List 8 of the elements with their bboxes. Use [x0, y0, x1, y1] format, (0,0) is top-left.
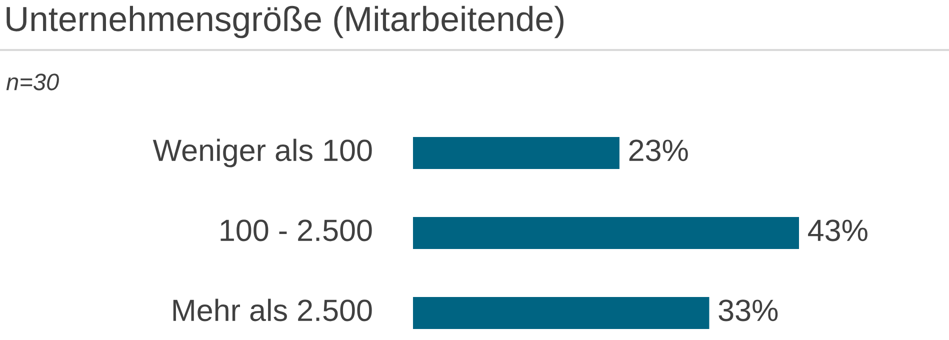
y-tick-label: 100 - 2.500: [220, 220, 372, 242]
data-label: 43%: [808, 220, 868, 242]
y-tick-label: Weniger als 100: [152, 138, 372, 168]
chart-title: Unternehmensgröße (Mitarbeitende): [6, 6, 564, 38]
data-label: 23%: [629, 140, 688, 162]
y-tick-label: Mehr als 2.500: [173, 298, 372, 322]
text: n=30: [6, 74, 59, 90]
data-label: 33%: [718, 300, 778, 322]
